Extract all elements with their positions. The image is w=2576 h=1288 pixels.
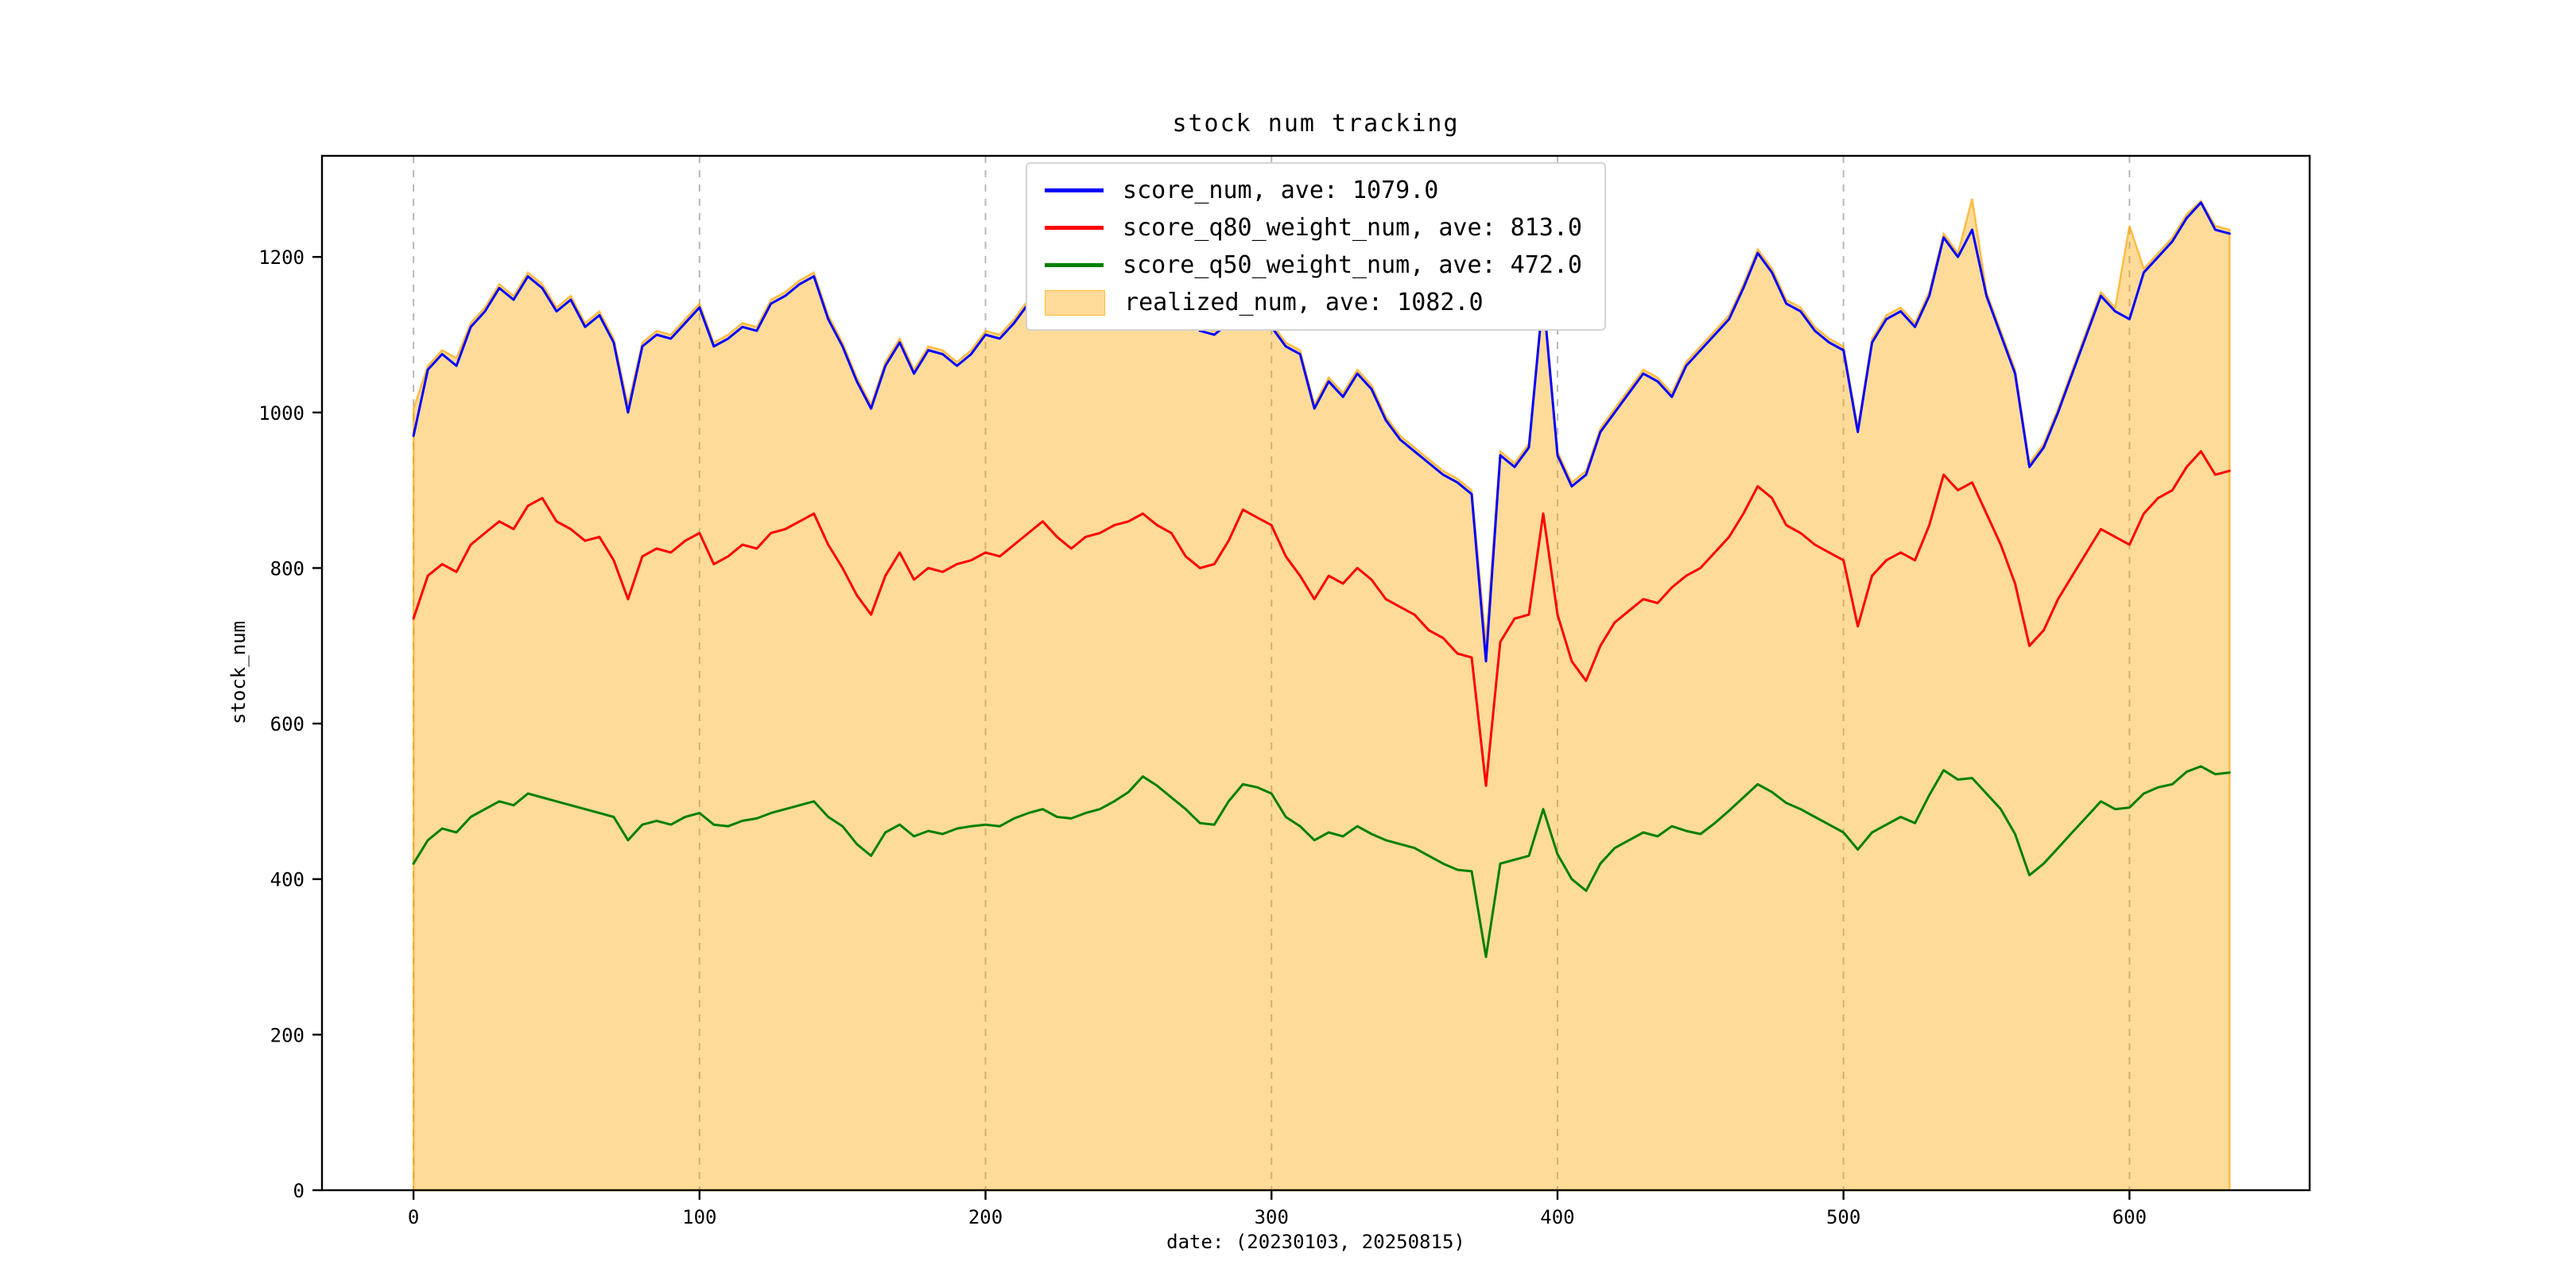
legend-label: score_q80_weight_num, ave: 813.0 xyxy=(1123,214,1582,242)
legend-item-score_q50_weight_num: score_q50_weight_num, ave: 472.0 xyxy=(1045,251,1582,279)
legend-swatch-score_q50_weight_num xyxy=(1045,263,1104,267)
y-tick-label: 1200 xyxy=(258,246,305,269)
x-tick-label: 200 xyxy=(968,1206,1003,1228)
series-realized_num xyxy=(412,198,2231,1192)
x-tick-label: 0 xyxy=(408,1206,419,1228)
x-tick-label: 300 xyxy=(1255,1206,1289,1228)
y-tick-label: 200 xyxy=(270,1024,305,1046)
legend-label: realized_num, ave: 1082.0 xyxy=(1124,289,1484,316)
x-tick-label: 400 xyxy=(1540,1206,1574,1228)
axes-box xyxy=(320,154,2311,1192)
legend-label: score_num, ave: 1079.0 xyxy=(1123,177,1439,204)
legend-swatch-score_q80_weight_num xyxy=(1045,226,1104,230)
legend-item-score_num: score_num, ave: 1079.0 xyxy=(1045,177,1582,204)
legend-item-score_q80_weight_num: score_q80_weight_num, ave: 813.0 xyxy=(1045,214,1582,242)
y-tick-label: 0 xyxy=(293,1180,305,1202)
x-tick-label: 100 xyxy=(682,1206,716,1228)
legend: score_num, ave: 1079.0 score_q80_weight_n… xyxy=(1026,162,1606,331)
series-score_q50_weight_num xyxy=(412,765,2231,958)
y-tick-label: 1000 xyxy=(258,402,305,425)
series-score_q80_weight_num xyxy=(412,450,2231,787)
x-tick-label: 600 xyxy=(2112,1206,2147,1228)
y-tick-label: 400 xyxy=(270,869,305,891)
legend-swatch-realized_num xyxy=(1045,289,1106,316)
y-axis-label: stock_num xyxy=(227,620,250,725)
series-score_num xyxy=(412,201,2231,663)
y-tick-label: 600 xyxy=(270,713,305,735)
legend-item-realized_num: realized_num, ave: 1082.0 xyxy=(1045,289,1582,316)
x-tick-label: 500 xyxy=(1826,1206,1860,1228)
x-axis-label: date: (20230103, 20250815) xyxy=(1166,1231,1465,1253)
chart-title: stock num tracking xyxy=(1172,110,1460,138)
legend-swatch-score_num xyxy=(1045,188,1104,192)
legend-label: score_q50_weight_num, ave: 472.0 xyxy=(1123,251,1582,279)
y-tick-label: 800 xyxy=(270,557,305,580)
